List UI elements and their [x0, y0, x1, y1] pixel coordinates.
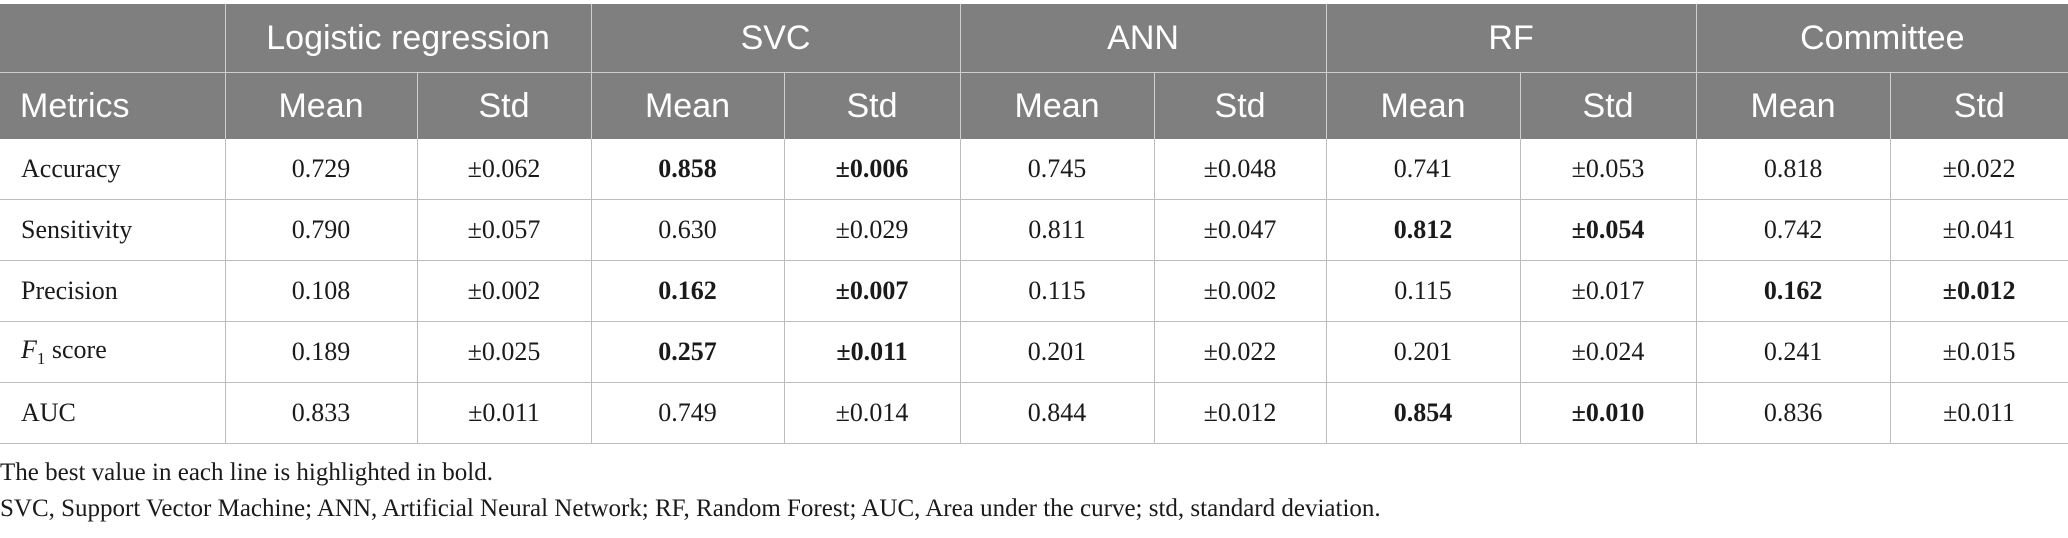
mean-cell: 0.630	[590, 199, 785, 261]
mean-cell: 0.115	[959, 260, 1155, 322]
std-cell: ±0.014	[783, 382, 961, 444]
std-header: Std	[1889, 72, 2068, 139]
results-table: Logistic regression SVC ANN RF Committee…	[0, 4, 2068, 444]
footnote-bold-explanation: The best value in each line is highlight…	[0, 459, 493, 486]
std-cell: ±0.029	[783, 199, 961, 261]
std-cell: ±0.048	[1153, 139, 1327, 200]
table-footnotes: The best value in each line is highlight…	[0, 458, 2068, 530]
row-label: F1 score	[0, 321, 225, 383]
f1-symbol: F1	[21, 334, 46, 369]
table-row: Accuracy 0.729 ±0.062 0.858 ±0.006 0.745 ±0.04…	[0, 139, 2068, 200]
std-cell: ±0.047	[1153, 199, 1327, 261]
mean-header: Mean	[1325, 72, 1521, 139]
mean-cell: 0.790	[224, 199, 417, 261]
group-header-committee: Committee	[1695, 4, 2068, 73]
std-cell: ±0.006	[783, 139, 961, 200]
subheader-row: Metrics Mean Std Mean Std Mean Std Mean …	[0, 72, 2068, 139]
mean-cell: 0.108	[224, 260, 417, 322]
table-row: Sensitivity 0.790 ±0.057 0.630 ±0.029 0.811 ±0…	[0, 199, 2068, 261]
row-label: Sensitivity	[0, 199, 225, 261]
mean-cell: 0.812	[1325, 199, 1521, 261]
footnote-abbreviations: SVC, Support Vector Machine; ANN, Artifi…	[0, 495, 1381, 522]
std-cell: ±0.022	[1153, 321, 1327, 383]
std-cell: ±0.015	[1889, 321, 2068, 383]
std-cell: ±0.011	[1889, 382, 2068, 444]
metrics-header: Metrics	[0, 72, 225, 139]
std-cell: ±0.007	[783, 260, 961, 322]
mean-cell: 0.742	[1695, 199, 1891, 261]
mean-header: Mean	[959, 72, 1155, 139]
mean-cell: 0.257	[590, 321, 785, 383]
corner-cell	[0, 4, 225, 73]
std-cell: ±0.012	[1889, 260, 2068, 322]
group-header-row: Logistic regression SVC ANN RF Committee	[0, 4, 2068, 73]
mean-cell: 0.115	[1325, 260, 1521, 322]
row-label: AUC	[0, 382, 225, 444]
std-cell: ±0.002	[416, 260, 592, 322]
mean-cell: 0.854	[1325, 382, 1521, 444]
std-cell: ±0.012	[1153, 382, 1327, 444]
std-cell: ±0.041	[1889, 199, 2068, 261]
mean-cell: 0.818	[1695, 139, 1891, 200]
row-label: Accuracy	[0, 139, 225, 200]
std-header: Std	[1519, 72, 1697, 139]
std-cell: ±0.024	[1519, 321, 1697, 383]
mean-cell: 0.858	[590, 139, 785, 200]
std-cell: ±0.022	[1889, 139, 2068, 200]
table-row: F1 score 0.189 ±0.025 0.257 ±0.011 0.201 ±0.02…	[0, 321, 2068, 383]
mean-header: Mean	[590, 72, 785, 139]
mean-cell: 0.833	[224, 382, 417, 444]
std-cell: ±0.025	[416, 321, 592, 383]
group-header-rf: RF	[1325, 4, 1697, 73]
table-row: Precision 0.108 ±0.002 0.162 ±0.007 0.115 ±0.0…	[0, 260, 2068, 322]
mean-cell: 0.241	[1695, 321, 1891, 383]
mean-cell: 0.162	[590, 260, 785, 322]
group-header-logistic-regression: Logistic regression	[224, 4, 592, 73]
std-cell: ±0.054	[1519, 199, 1697, 261]
std-cell: ±0.062	[416, 139, 592, 200]
group-header-svc: SVC	[590, 4, 961, 73]
std-cell: ±0.017	[1519, 260, 1697, 322]
std-header: Std	[783, 72, 961, 139]
mean-cell: 0.844	[959, 382, 1155, 444]
results-table-container: Logistic regression SVC ANN RF Committee…	[0, 4, 2068, 444]
std-header: Std	[1153, 72, 1327, 139]
group-header-ann: ANN	[959, 4, 1327, 73]
mean-cell: 0.741	[1325, 139, 1521, 200]
mean-cell: 0.749	[590, 382, 785, 444]
mean-cell: 0.836	[1695, 382, 1891, 444]
mean-cell: 0.811	[959, 199, 1155, 261]
std-cell: ±0.011	[416, 382, 592, 444]
mean-cell: 0.189	[224, 321, 417, 383]
std-cell: ±0.010	[1519, 382, 1697, 444]
mean-cell: 0.745	[959, 139, 1155, 200]
mean-cell: 0.201	[1325, 321, 1521, 383]
mean-header: Mean	[1695, 72, 1891, 139]
std-header: Std	[416, 72, 592, 139]
mean-header: Mean	[224, 72, 417, 139]
table-body: Accuracy 0.729 ±0.062 0.858 ±0.006 0.745 ±0.04…	[0, 139, 2068, 444]
mean-cell: 0.201	[959, 321, 1155, 383]
row-label: Precision	[0, 260, 225, 322]
std-cell: ±0.053	[1519, 139, 1697, 200]
std-cell: ±0.057	[416, 199, 592, 261]
std-cell: ±0.011	[783, 321, 961, 383]
mean-cell: 0.729	[224, 139, 417, 200]
mean-cell: 0.162	[1695, 260, 1891, 322]
table-row: AUC 0.833 ±0.011 0.749 ±0.014 0.844 ±0.012 0.85…	[0, 382, 2068, 444]
std-cell: ±0.002	[1153, 260, 1327, 322]
